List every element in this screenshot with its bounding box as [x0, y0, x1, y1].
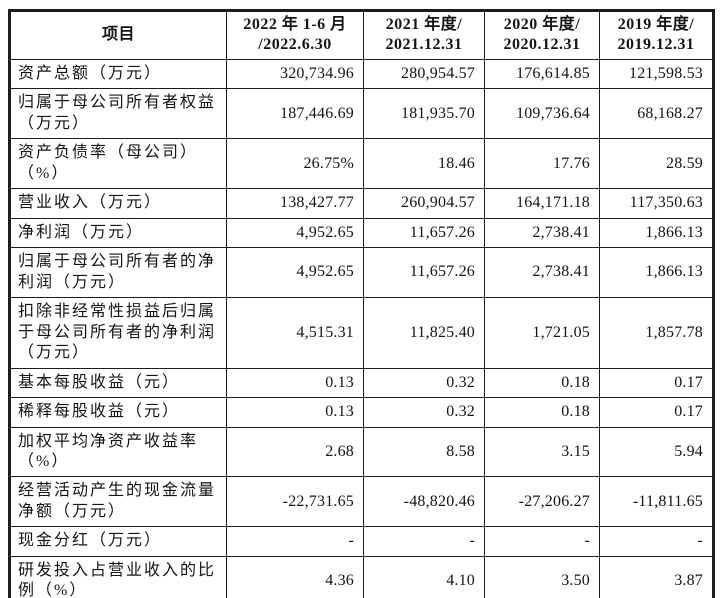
row-label: 加权平均净资产收益率（%）	[9, 426, 227, 478]
row-value: -11,811.65	[599, 476, 714, 528]
table-row: 研发投入占营业收入的比例（%） 4.36 4.10 3.50 3.87	[9, 555, 714, 598]
table-row: 稀释每股收益（元） 0.13 0.32 0.18 0.17	[9, 397, 714, 428]
table-row: 归属于母公司所有者的净利润（万元） 4,952.65 11,657.26 2,738.…	[9, 247, 714, 299]
row-value: 5.94	[599, 426, 714, 478]
row-label: 扣除非经常性损益后归属于母公司所有者的净利润（万元）	[9, 297, 227, 369]
row-value: 138,427.77	[226, 188, 364, 219]
row-value: 260,904.57	[363, 188, 485, 219]
row-value: 3.50	[484, 555, 600, 598]
row-value: 4,515.31	[226, 297, 364, 369]
row-value: 1,721.05	[484, 297, 600, 369]
row-value: 280,954.57	[363, 58, 485, 90]
row-value: 3.87	[599, 555, 714, 598]
row-value: -	[484, 526, 600, 557]
row-value: -	[363, 526, 485, 557]
row-value: 0.18	[484, 397, 600, 428]
row-value: 17.76	[484, 138, 600, 190]
column-header-period-2021: 2021 年度/ 2021.12.31	[363, 10, 485, 60]
row-value: 117,350.63	[599, 188, 714, 219]
row-value: 4,952.65	[226, 217, 364, 249]
table-row: 归属于母公司所有者权益（万元） 187,446.69 181,935.70 109,7…	[9, 88, 714, 140]
row-value: 8.58	[363, 426, 485, 478]
row-value: 1,857.78	[599, 297, 714, 369]
row-label: 归属于母公司所有者权益（万元）	[9, 88, 227, 140]
financial-summary-table: 项目 2022 年 1-6 月 /2022.6.30 2021 年度/ 2021…	[8, 9, 715, 598]
row-value: 4.36	[226, 555, 364, 598]
row-value: 0.13	[226, 367, 364, 399]
row-label: 研发投入占营业收入的比例（%）	[9, 555, 227, 598]
table-row: 现金分红（万元） - - - -	[9, 526, 714, 557]
table-row: 资产负债率（母公司）（%） 26.75% 18.46 17.76 28.59	[9, 138, 714, 190]
row-value: 18.46	[363, 138, 485, 190]
row-value: 0.17	[599, 367, 714, 399]
row-value: 26.75%	[226, 138, 364, 190]
row-value: 0.13	[226, 397, 364, 428]
row-value: 68,168.27	[599, 88, 714, 140]
row-value: 11,657.26	[363, 247, 485, 299]
table-row: 营业收入（万元） 138,427.77 260,904.57 164,171.18 11…	[9, 188, 714, 219]
row-value: 2,738.41	[484, 217, 600, 249]
row-value: 109,736.64	[484, 88, 600, 140]
row-value: 181,935.70	[363, 88, 485, 140]
row-value: 2.68	[226, 426, 364, 478]
row-value: -	[226, 526, 364, 557]
row-value: 320,734.96	[226, 58, 364, 90]
row-value: 11,657.26	[363, 217, 485, 249]
table-header: 项目 2022 年 1-6 月 /2022.6.30 2021 年度/ 2021…	[9, 10, 714, 60]
row-value: -22,731.65	[226, 476, 364, 528]
row-value: 4,952.65	[226, 247, 364, 299]
row-value: 28.59	[599, 138, 714, 190]
table-row: 经营活动产生的现金流量净额（万元） -22,731.65 -48,820.46 -27…	[9, 476, 714, 528]
row-value: 187,446.69	[226, 88, 364, 140]
row-value: 1,866.13	[599, 217, 714, 249]
row-label: 归属于母公司所有者的净利润（万元）	[9, 247, 227, 299]
table-row: 资产总额（万元） 320,734.96 280,954.57 176,614.85 12…	[9, 58, 714, 90]
row-value: 0.18	[484, 367, 600, 399]
row-label: 现金分红（万元）	[9, 526, 227, 557]
table-row: 基本每股收益（元） 0.13 0.32 0.18 0.17	[9, 367, 714, 399]
row-label: 基本每股收益（元）	[9, 367, 227, 399]
row-value: -27,206.27	[484, 476, 600, 528]
row-label: 经营活动产生的现金流量净额（万元）	[9, 476, 227, 528]
row-value: 11,825.40	[363, 297, 485, 369]
column-header-period-2019: 2019 年度/ 2019.12.31	[599, 10, 714, 60]
row-value: 3.15	[484, 426, 600, 478]
table-body: 资产总额（万元） 320,734.96 280,954.57 176,614.85 12…	[9, 58, 714, 598]
row-value: 176,614.85	[484, 58, 600, 90]
header-row: 项目 2022 年 1-6 月 /2022.6.30 2021 年度/ 2021…	[9, 10, 714, 60]
row-value: -	[599, 526, 714, 557]
row-value: 0.32	[363, 397, 485, 428]
row-value: 1,866.13	[599, 247, 714, 299]
row-value: 0.32	[363, 367, 485, 399]
table-row: 加权平均净资产收益率（%） 2.68 8.58 3.15 5.94	[9, 426, 714, 478]
column-header-period-2022: 2022 年 1-6 月 /2022.6.30	[226, 10, 364, 60]
column-header-period-2020: 2020 年度/ 2020.12.31	[484, 10, 600, 60]
table-row: 扣除非经常性损益后归属于母公司所有者的净利润（万元） 4,515.31 11,825…	[9, 297, 714, 369]
row-label: 资产负债率（母公司）（%）	[9, 138, 227, 190]
column-header-item: 项目	[9, 10, 227, 60]
row-value: 2,738.41	[484, 247, 600, 299]
table-row: 净利润（万元） 4,952.65 11,657.26 2,738.41 1,866.13	[9, 217, 714, 249]
row-value: 164,171.18	[484, 188, 600, 219]
row-label: 稀释每股收益（元）	[9, 397, 227, 428]
row-value: 4.10	[363, 555, 485, 598]
row-value: -48,820.46	[363, 476, 485, 528]
row-label: 净利润（万元）	[9, 217, 227, 249]
row-label: 营业收入（万元）	[9, 188, 227, 219]
row-label: 资产总额（万元）	[9, 58, 227, 90]
row-value: 0.17	[599, 397, 714, 428]
row-value: 121,598.53	[599, 58, 714, 90]
